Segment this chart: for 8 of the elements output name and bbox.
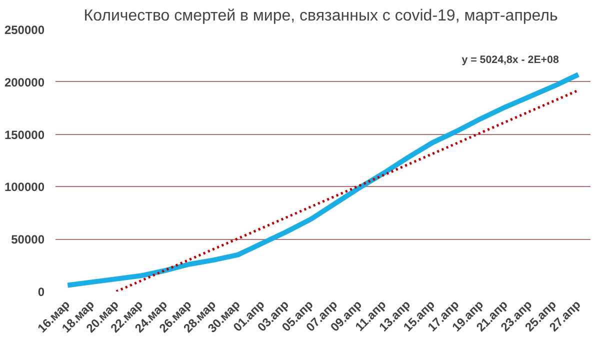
y-tick-label: 100000 [4, 180, 45, 194]
y-tick-label: 50000 [11, 232, 45, 247]
y-tick-label: 200000 [4, 75, 45, 90]
y-tick-label: 150000 [4, 128, 45, 142]
y-tick-label: 250000 [4, 23, 45, 37]
annotation: y = 5024,8x - 2E+08 [462, 54, 559, 66]
chart-title: Количество смертей в мире, связанных с covid-19, март-апрель [84, 8, 558, 24]
y-tick-label: 0 [38, 285, 45, 299]
